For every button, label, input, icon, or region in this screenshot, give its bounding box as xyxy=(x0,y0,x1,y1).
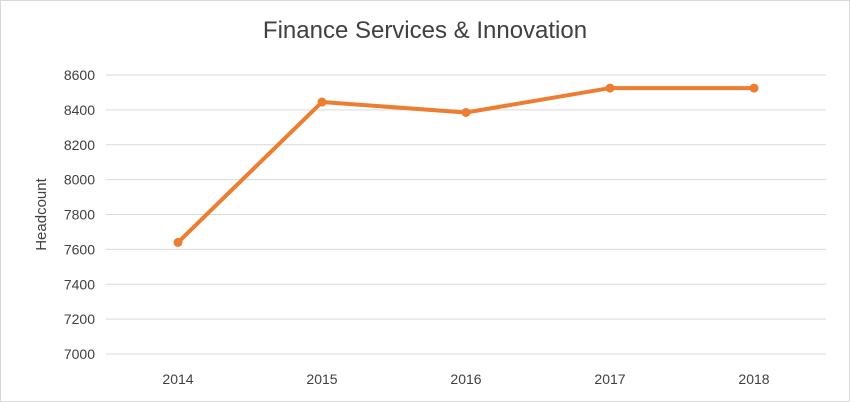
chart-title: Finance Services & Innovation xyxy=(262,17,588,44)
x-tick-label: 2018 xyxy=(738,371,769,387)
data-point xyxy=(749,83,759,93)
y-tick-label: 8200 xyxy=(64,137,95,153)
x-tick-label: 2015 xyxy=(306,371,337,387)
y-tick-label: 7400 xyxy=(64,276,95,292)
y-tick-label: 8000 xyxy=(64,172,95,188)
y-tick-label: 7200 xyxy=(64,311,95,327)
y-tick-label: 7600 xyxy=(64,241,95,257)
y-tick-label: 7000 xyxy=(64,346,95,362)
data-point xyxy=(317,97,327,107)
data-point xyxy=(605,83,615,93)
data-point xyxy=(461,107,471,117)
data-point xyxy=(173,237,183,247)
x-tick-label: 2017 xyxy=(594,371,625,387)
y-tick-label: 7800 xyxy=(64,207,95,223)
x-tick-label: 2016 xyxy=(450,371,481,387)
x-tick-label: 2014 xyxy=(162,371,193,387)
y-tick-label: 8600 xyxy=(64,67,95,83)
y-tick-label: 8400 xyxy=(64,102,95,118)
y-axis-title: Headcount xyxy=(33,177,50,250)
